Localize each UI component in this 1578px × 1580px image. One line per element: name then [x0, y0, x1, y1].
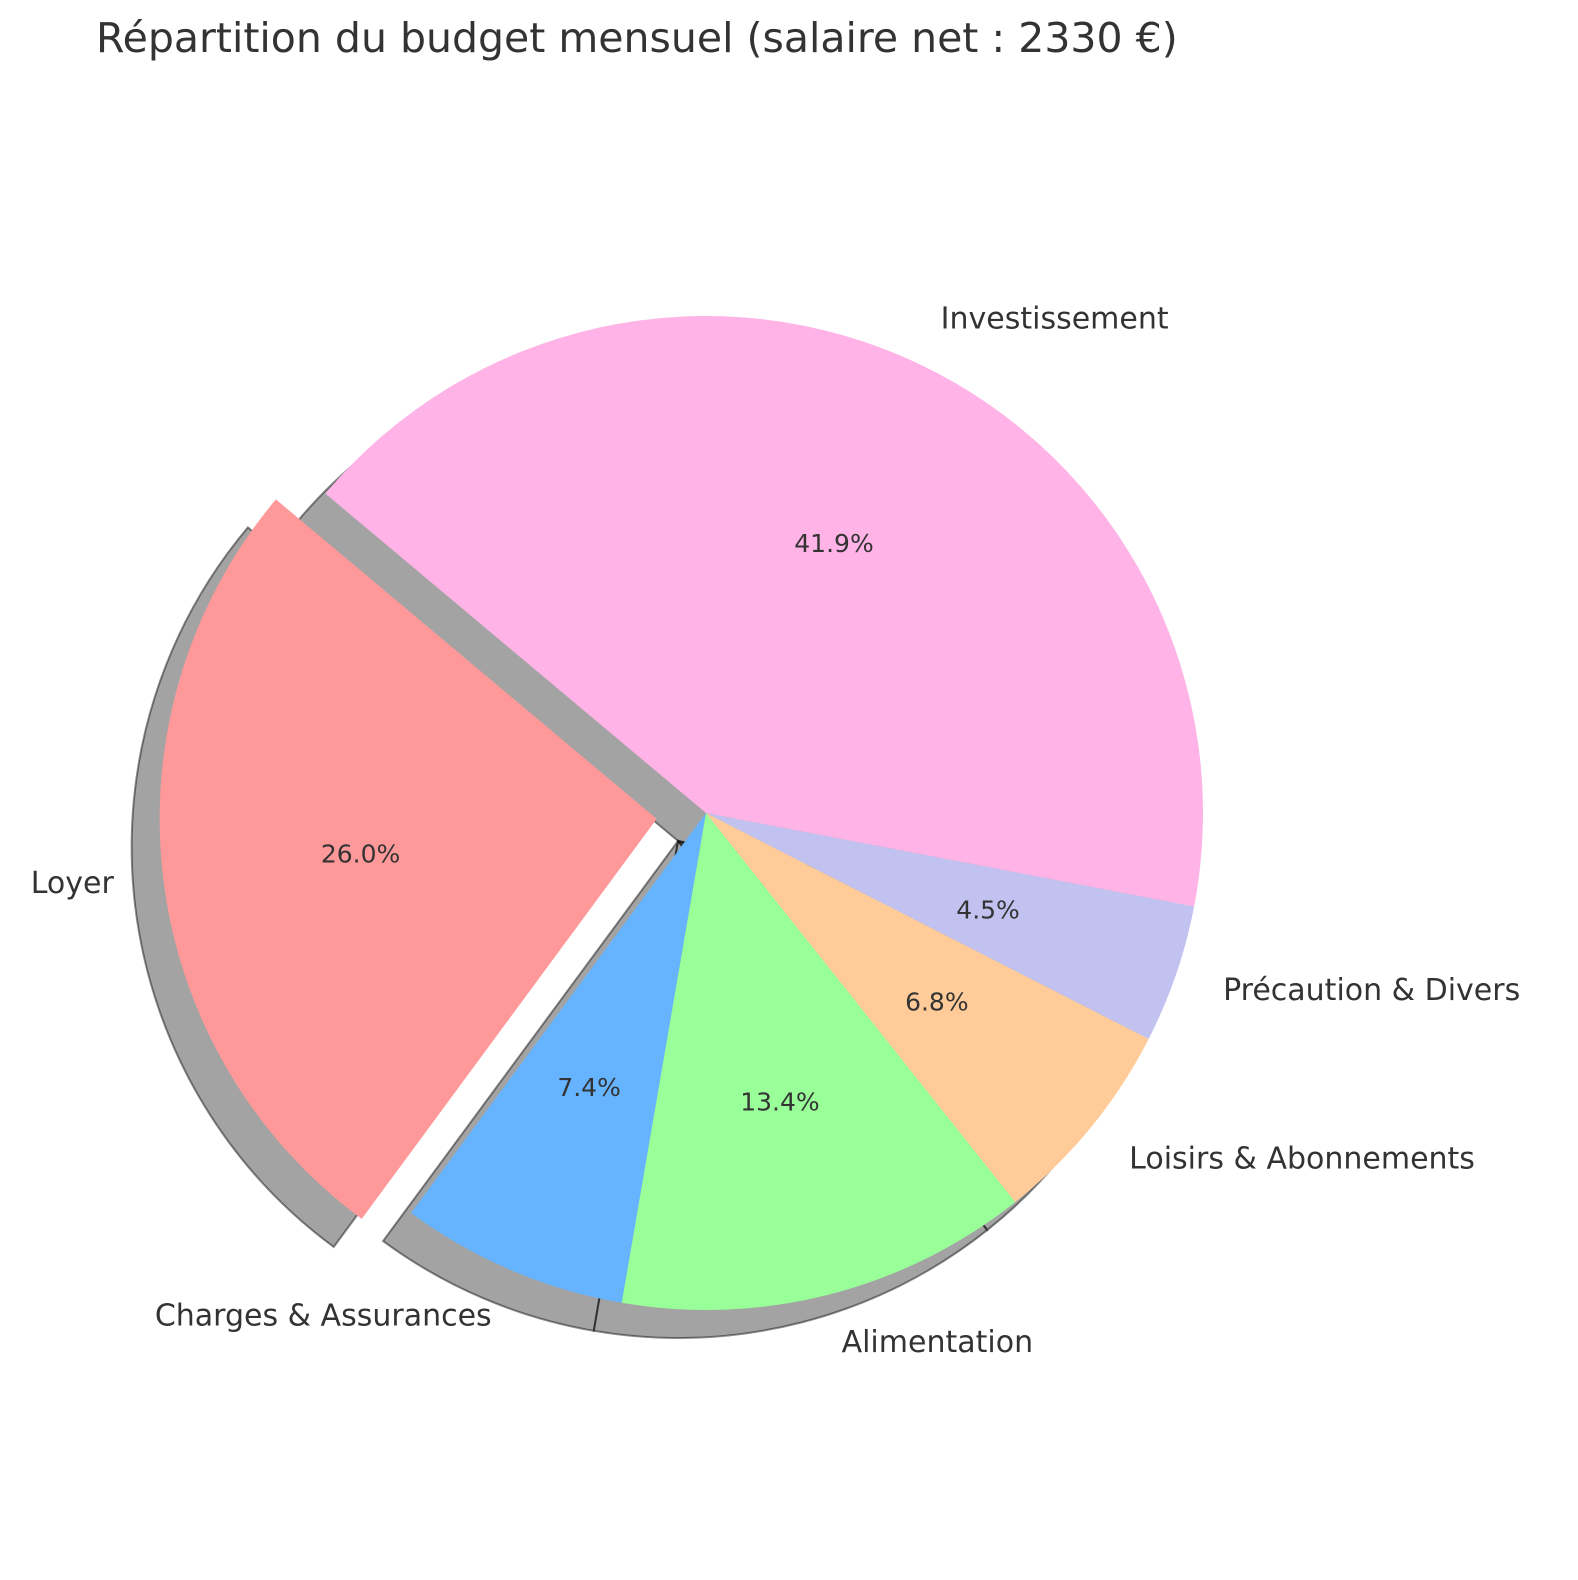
slice-investissement	[325, 316, 1204, 907]
wedge-layer	[159, 316, 1204, 1310]
percent-charges-assurances: 7.4%	[557, 1073, 621, 1102]
slice-alimentation	[621, 813, 1016, 1310]
label-charges-assurances: Charges & Assurances	[155, 1298, 492, 1333]
percent-investissement: 41.9%	[794, 529, 873, 558]
slice-charges-assurances	[411, 813, 706, 1303]
percent-loyer: 26.0%	[321, 840, 400, 869]
label-loisirs-abonnements: Loisirs & Abonnements	[1129, 1142, 1475, 1177]
slice-precaution-divers	[706, 813, 1195, 1039]
label-layer: Loyer 26.0% Charges & Assurances 7.4% Alimen…	[31, 302, 1521, 1360]
slice-loisirs-abonnements	[706, 813, 1149, 1203]
label-precaution-divers: Précaution & Divers	[1223, 973, 1520, 1008]
slice-loyer	[159, 499, 657, 1219]
label-investissement: Investissement	[941, 302, 1169, 337]
percent-alimentation: 13.4%	[740, 1087, 819, 1116]
label-loyer: Loyer	[31, 866, 115, 901]
label-alimentation: Alimentation	[842, 1325, 1034, 1360]
chart-title: Répartition du budget mensuel (salaire n…	[96, 14, 1178, 62]
percent-precaution-divers: 4.5%	[956, 895, 1020, 924]
percent-loisirs-abonnements: 6.8%	[905, 987, 969, 1016]
